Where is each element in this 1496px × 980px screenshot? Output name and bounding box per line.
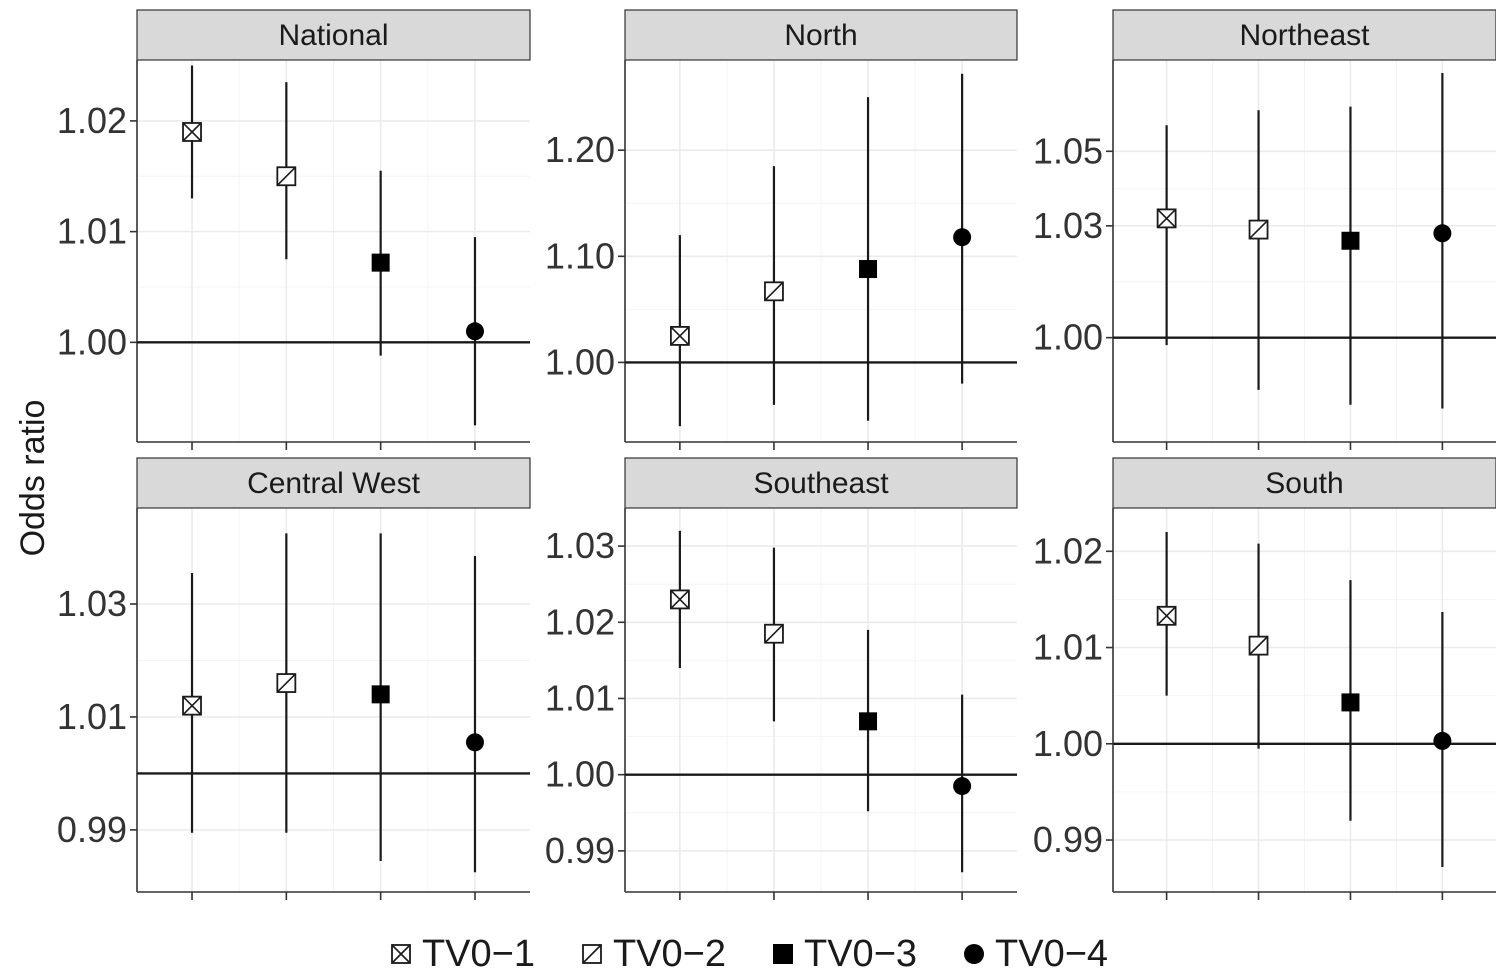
data-point [764,623,784,644]
legend-marker [391,944,411,964]
y-tick-label: 1.03 [1033,205,1103,246]
data-point [182,122,202,142]
y-tick-label: 0.99 [57,809,127,850]
facet-title: North [784,19,857,52]
facet-strip [624,9,1018,61]
legend-label: TV0−2 [612,932,726,975]
data-point [371,253,390,272]
data-point [1156,208,1177,229]
y-tick-label: 1.00 [1033,723,1103,764]
facet-panel: 1.00 1.01 1.02 National [57,9,531,450]
facet-strip [624,457,1018,509]
y-tick-label: 0.99 [545,830,615,871]
y-axis-label: Odds ratio [14,400,52,557]
data-point [465,322,484,341]
data-point [859,712,878,731]
data-point [953,777,972,796]
legend-marker [773,944,793,964]
facet-title: Southeast [753,467,889,500]
facet-strip [1112,9,1496,61]
facet-panel: 1.00 1.03 1.05 Northeast [1033,9,1496,450]
data-point [859,260,878,279]
data-point [953,228,972,247]
y-tick-label: 1.02 [57,100,127,141]
facet-title: National [278,19,388,52]
legend-marker [964,944,985,964]
facet-title: Central West [247,467,421,500]
data-point [1341,231,1360,250]
square-triangle-icon [582,944,602,964]
filled-circle-icon [964,944,985,964]
legend-label: TV0−1 [421,932,535,975]
y-tick-label: 1.00 [1033,317,1103,358]
facet-panel: 1.00 1.10 1.20 North [545,9,1018,450]
data-point [669,589,690,610]
data-point [182,695,202,716]
facet-strip [136,9,531,61]
data-point [276,673,297,693]
data-point [764,281,784,302]
facet-title: Northeast [1239,19,1370,52]
y-tick-label: 1.01 [57,696,127,737]
y-tick-label: 1.10 [545,235,615,276]
y-tick-label: 1.00 [545,754,615,795]
data-point [1433,731,1452,750]
y-tick-label: 1.20 [545,129,615,170]
y-tick-label: 1.01 [545,677,615,718]
y-tick-label: 1.03 [57,583,127,624]
y-tick-label: 1.02 [1033,530,1103,571]
y-tick-label: 1.00 [545,341,615,382]
y-tick-label: 1.02 [545,601,615,642]
y-tick-label: 1.05 [1033,130,1103,171]
y-tick-label: 1.03 [545,525,615,566]
filled-square-icon [773,944,793,964]
y-tick-label: 1.00 [57,321,127,362]
facet-title: South [1265,467,1343,500]
legend-item: TV0−4 [961,933,1108,976]
legend-item: TV0−2 [579,933,726,976]
y-tick-label: 0.99 [1033,819,1103,860]
data-point [1156,605,1177,626]
facet-panel: 0.99 1.01 1.03 Central West [57,457,531,900]
legend-label: TV0−4 [995,932,1109,975]
facet-strip [136,457,531,509]
legend-label: TV0−3 [804,932,918,975]
y-tick-label: 1.01 [1033,627,1103,668]
legend: TV0−1 TV0−2 TV0−3 TV0−4 [0,928,1496,980]
legend-item: TV0−1 [388,933,535,976]
y-tick-label: 1.01 [57,211,127,252]
data-point [1341,693,1360,712]
data-point [1248,635,1269,656]
data-point [1248,219,1269,240]
data-point [669,325,690,346]
facet-panel: 0.99 1.00 1.01 1.02 South [1033,457,1496,900]
data-point [276,166,297,187]
facet-panels: 1.001.011.02National1.001.101.20North1.0… [57,9,1496,900]
square-cross-icon [391,944,411,964]
legend-item: TV0−3 [770,933,917,976]
data-point [465,733,484,752]
data-point [371,685,390,704]
data-point [1433,224,1452,243]
legend-marker [582,944,602,964]
facet-panel: 0.99 1.00 1.01 1.02 1.03 Southeast [545,457,1018,900]
facet-strip [1112,457,1496,509]
